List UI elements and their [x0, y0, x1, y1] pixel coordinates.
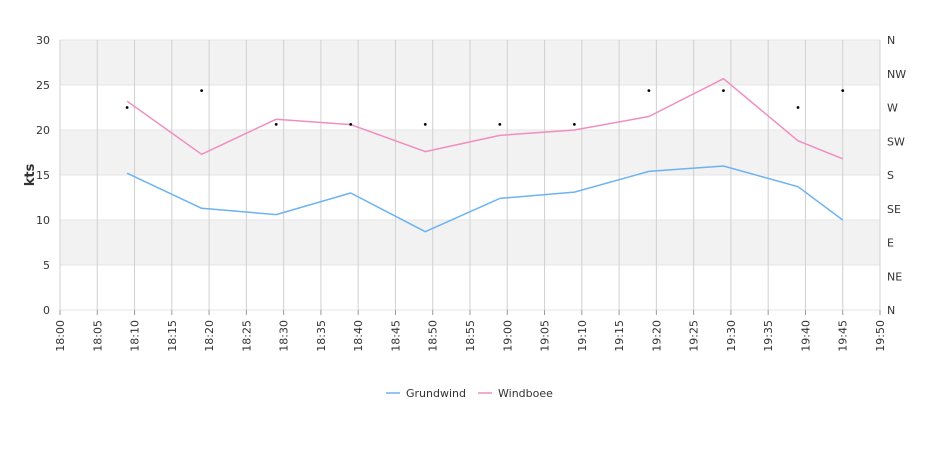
direction-marker [349, 122, 353, 126]
y-tick-label: 0 [43, 304, 50, 317]
direction-marker [274, 122, 278, 126]
x-tick-label: 19:30 [725, 320, 738, 352]
y2-tick-label: NE [887, 270, 902, 283]
y2-tick-label: S [887, 169, 894, 182]
series-line-windboee [126, 77, 843, 160]
x-tick-label: 18:10 [129, 320, 142, 352]
x-tick-label: 19:15 [613, 320, 626, 352]
x-tick-label: 18:40 [352, 320, 365, 352]
x-tick-label: 18:15 [166, 320, 179, 352]
x-tick-label: 19:05 [539, 320, 552, 352]
x-tick-label: 19:50 [874, 320, 887, 352]
y2-tick-label: N [887, 304, 895, 317]
x-tick-label: 18:25 [240, 320, 253, 352]
x-tick-label: 18:00 [54, 320, 67, 352]
y2-tick-label: N [887, 34, 895, 47]
y-tick-label: 25 [36, 79, 50, 92]
direction-marker [125, 106, 129, 109]
y-tick-label: 5 [43, 259, 50, 272]
y-tick-label: 20 [36, 124, 50, 137]
x-tick-label: 19:10 [576, 320, 589, 352]
y2-tick-label: SW [887, 135, 905, 148]
x-tick-label: 18:35 [315, 320, 328, 352]
direction-marker [423, 122, 427, 126]
direction-marker [841, 89, 845, 93]
x-tick-label: 19:00 [501, 320, 514, 352]
y-axis-title: kts [23, 163, 38, 186]
y-tick-label: 10 [36, 214, 50, 227]
direction-marker [722, 89, 725, 93]
direction-marker [572, 122, 576, 126]
x-tick-label: 18:45 [389, 320, 402, 352]
direction-marker [498, 122, 502, 126]
series-line-grundwind [126, 165, 844, 233]
y2-tick-label: NW [887, 68, 906, 81]
x-tick-label: 19:20 [650, 320, 663, 352]
y-tick-label: 15 [36, 169, 50, 182]
x-tick-label: 19:40 [799, 320, 812, 352]
x-tick-label: 19:35 [762, 320, 775, 352]
x-tick-label: 18:30 [278, 320, 291, 352]
direction-marker [796, 106, 800, 109]
direction-marker [647, 89, 651, 93]
x-tick-label: 19:45 [837, 320, 850, 352]
direction-marker [200, 89, 204, 93]
legend-label-grundwind[interactable]: Grundwind [406, 387, 466, 400]
y2-tick-label: W [887, 102, 898, 115]
y2-tick-label: SE [887, 203, 901, 216]
x-tick-label: 18:50 [427, 320, 440, 352]
x-tick-label: 18:20 [203, 320, 216, 352]
legend-label-windboee[interactable]: Windboee [498, 387, 553, 400]
y-tick-label: 30 [36, 34, 50, 47]
x-tick-label: 18:05 [91, 320, 104, 352]
y2-tick-label: E [887, 237, 894, 250]
x-tick-label: 18:55 [464, 320, 477, 352]
x-tick-label: 19:25 [688, 320, 701, 352]
